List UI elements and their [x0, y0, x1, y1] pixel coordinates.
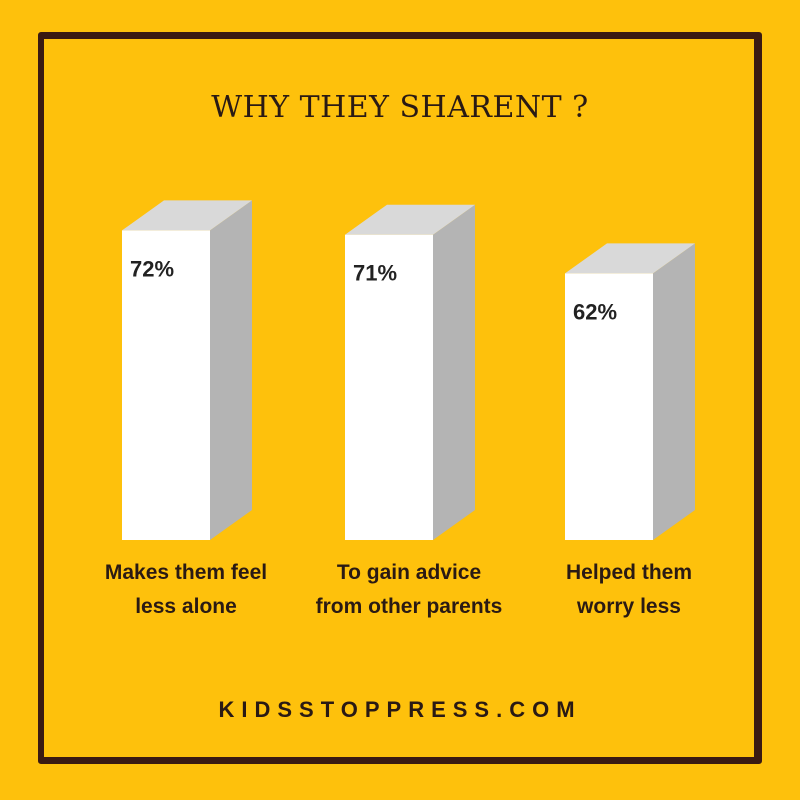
category-label: To gain advice from other parents — [299, 556, 519, 624]
category-label-line: Helped them — [565, 561, 693, 584]
bar-top — [122, 200, 252, 231]
category-label-line: less alone — [135, 595, 237, 618]
bar-side — [433, 204, 475, 540]
category-label: Helped them worry less — [519, 556, 739, 624]
category-label-line: from other parents — [315, 595, 503, 618]
bar-top — [345, 204, 475, 235]
category-label-line: To gain advice — [336, 561, 482, 584]
category-label-line: worry less — [577, 595, 681, 618]
category-label-line: Makes them feel — [104, 561, 268, 584]
bar — [345, 234, 433, 540]
bar-value-label: 72% — [130, 256, 174, 281]
decorative-frame — [38, 32, 762, 764]
bar-side — [210, 200, 252, 540]
chart-title: WHY THEY SHARENT ? — [211, 90, 589, 125]
bar — [565, 273, 653, 540]
category-label: Makes them feel less alone — [76, 556, 296, 624]
bar-value-label: 62% — [573, 299, 617, 324]
bar-value-label: 71% — [353, 261, 397, 286]
bar-side — [653, 243, 695, 540]
bar — [122, 230, 210, 540]
bar-top — [565, 243, 695, 274]
site-url: KIDSSTOPPRESS.COM — [218, 697, 582, 722]
